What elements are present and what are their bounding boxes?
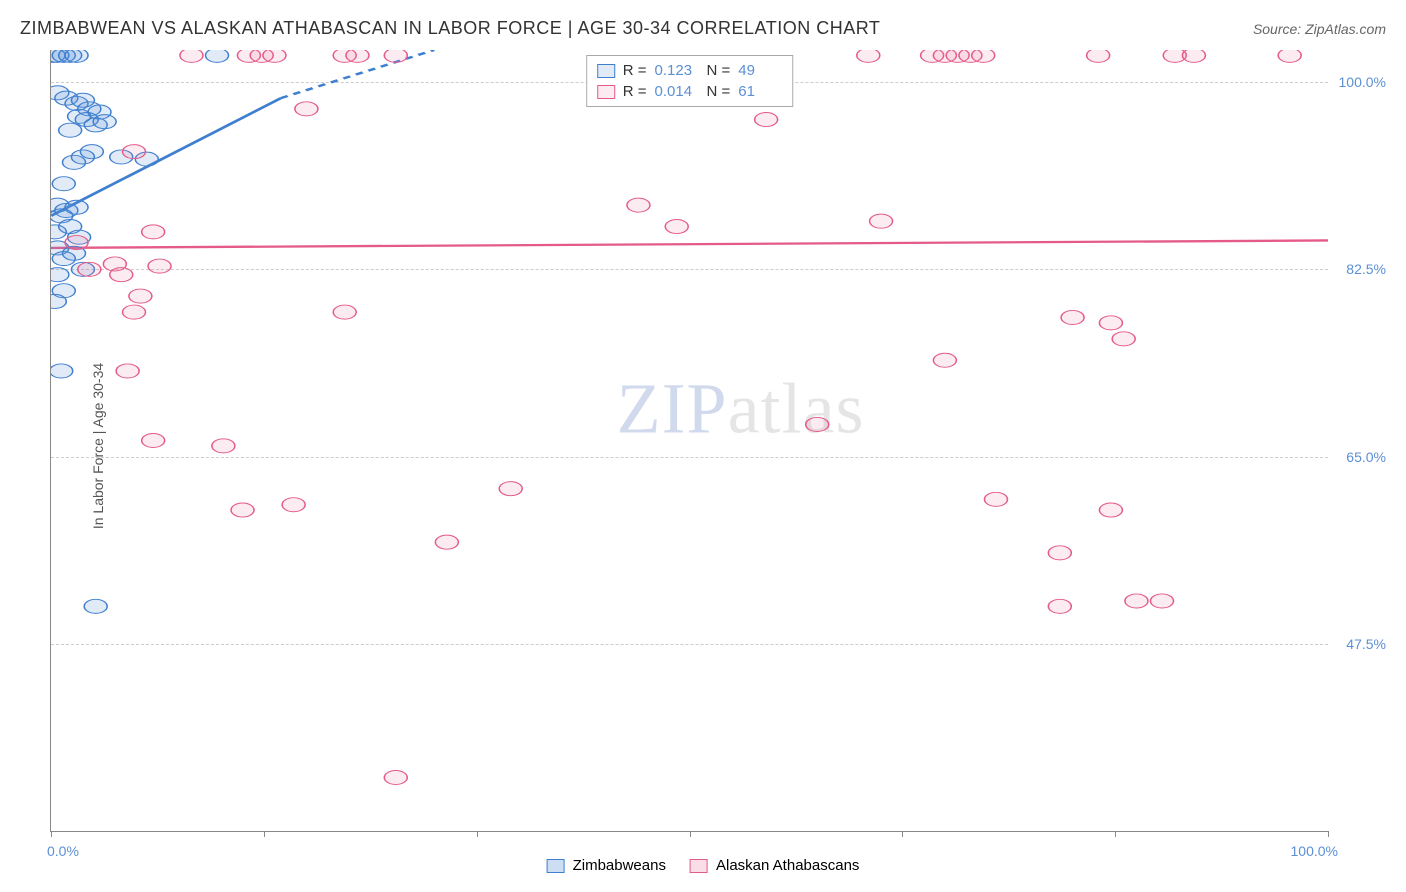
xtick (1328, 831, 1329, 837)
r-label: R = (623, 62, 647, 79)
data-point (1048, 599, 1071, 613)
data-point (116, 364, 139, 378)
plot-area: ZIPatlas R = 0.123 N = 49 R = 0.014 N = … (50, 50, 1328, 832)
data-point (1099, 316, 1122, 330)
data-point (295, 102, 318, 116)
data-point (499, 482, 522, 496)
data-point (384, 770, 407, 784)
data-point (755, 113, 778, 127)
xtick (264, 831, 265, 837)
data-point (78, 262, 101, 276)
ytick-label: 47.5% (1331, 636, 1386, 652)
n-value-0: 49 (738, 62, 782, 79)
data-point (52, 252, 75, 266)
data-point (51, 268, 69, 282)
data-point (93, 115, 116, 129)
data-point (51, 294, 66, 308)
data-point (933, 353, 956, 367)
xtick (690, 831, 691, 837)
plot-container: ZIPatlas R = 0.123 N = 49 R = 0.014 N = … (50, 50, 1388, 832)
data-point (1048, 546, 1071, 560)
xtick (1115, 831, 1116, 837)
n-label: N = (707, 62, 731, 79)
data-point (52, 177, 75, 191)
trend-line (51, 240, 1328, 247)
data-point (123, 145, 146, 159)
data-point (1278, 50, 1301, 62)
data-point (1099, 503, 1122, 517)
data-point (665, 219, 688, 233)
source-attribution: Source: ZipAtlas.com (1253, 21, 1386, 37)
data-point (282, 498, 305, 512)
series-legend: Zimbabweans Alaskan Athabascans (547, 857, 860, 874)
n-label: N = (707, 83, 731, 100)
data-point (80, 145, 103, 159)
data-point (212, 439, 235, 453)
data-point (972, 50, 995, 62)
data-point (84, 599, 107, 613)
data-point (129, 289, 152, 303)
data-point (1150, 594, 1173, 608)
correlation-legend: R = 0.123 N = 49 R = 0.014 N = 61 (586, 55, 794, 107)
xtick (51, 831, 52, 837)
chart-header: ZIMBABWEAN VS ALASKAN ATHABASCAN IN LABO… (20, 18, 1386, 39)
data-point (110, 268, 133, 282)
legend-item-0: Zimbabweans (547, 857, 666, 874)
legend-row-series-1: R = 0.014 N = 61 (597, 81, 783, 102)
data-point (857, 50, 880, 62)
data-point (263, 50, 286, 62)
r-value-0: 0.123 (655, 62, 699, 79)
data-point (180, 50, 203, 62)
data-point (65, 50, 88, 62)
xtick (902, 831, 903, 837)
ytick-label: 100.0% (1331, 74, 1386, 90)
data-point (51, 364, 73, 378)
legend-swatch-bottom-0 (547, 859, 565, 873)
legend-label-1: Alaskan Athabascans (716, 857, 859, 874)
data-point (806, 417, 829, 431)
data-point (1061, 310, 1084, 324)
n-value-1: 61 (738, 83, 782, 100)
data-point (65, 236, 88, 250)
xtick-label-right: 100.0% (1291, 843, 1338, 859)
data-point (148, 259, 171, 273)
data-point (1112, 332, 1135, 346)
chart-title: ZIMBABWEAN VS ALASKAN ATHABASCAN IN LABO… (20, 18, 880, 39)
r-value-1: 0.014 (655, 83, 699, 100)
data-point (231, 503, 254, 517)
legend-swatch-bottom-1 (690, 859, 708, 873)
legend-swatch-0 (597, 64, 615, 78)
ytick-label: 65.0% (1331, 449, 1386, 465)
legend-swatch-1 (597, 85, 615, 99)
legend-label-0: Zimbabweans (573, 857, 666, 874)
ytick-label: 82.5% (1331, 261, 1386, 277)
data-point (1125, 594, 1148, 608)
data-point (59, 123, 82, 137)
r-label: R = (623, 83, 647, 100)
data-point (384, 50, 407, 62)
data-point (142, 433, 165, 447)
data-point (1182, 50, 1205, 62)
data-point (984, 492, 1007, 506)
data-point (333, 305, 356, 319)
legend-item-1: Alaskan Athabascans (690, 857, 859, 874)
data-point (346, 50, 369, 62)
data-point (123, 305, 146, 319)
data-point (627, 198, 650, 212)
data-point (206, 50, 229, 62)
xtick-label-left: 0.0% (47, 843, 79, 859)
scatter-svg (51, 50, 1328, 831)
xtick (477, 831, 478, 837)
data-point (435, 535, 458, 549)
legend-row-series-0: R = 0.123 N = 49 (597, 60, 783, 81)
data-point (1087, 50, 1110, 62)
data-point (142, 225, 165, 239)
data-point (870, 214, 893, 228)
